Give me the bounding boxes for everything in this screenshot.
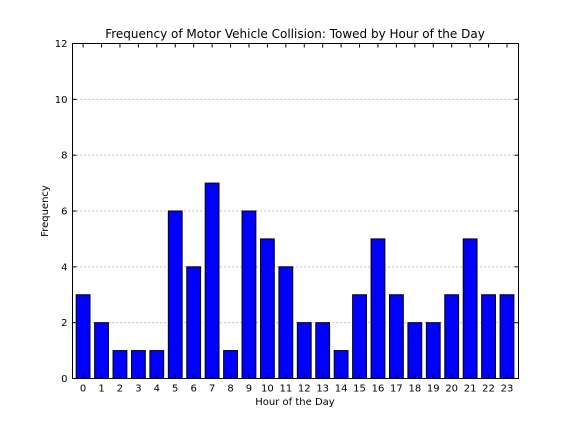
x-tick-label: 19 [427, 384, 440, 395]
bar-hour-6 [186, 266, 202, 380]
y-tick-label: 8 [61, 151, 67, 162]
x-tick-label: 10 [261, 384, 274, 395]
bar-hour-13 [315, 322, 331, 379]
x-tick-label: 15 [353, 384, 366, 395]
x-tick-label: 18 [408, 384, 421, 395]
x-tick-label: 14 [335, 384, 348, 395]
x-tick-label: 22 [482, 384, 495, 395]
bar-hour-15 [352, 294, 367, 379]
bars [75, 182, 515, 380]
bar-hour-17 [388, 294, 404, 379]
x-tick-label: 7 [209, 384, 215, 395]
x-tick-label: 6 [190, 384, 196, 395]
x-tick-label: 23 [501, 384, 514, 395]
y-axis-label: Frequency [40, 185, 51, 237]
x-tick-label: 8 [227, 384, 233, 395]
x-tick-label: 13 [316, 384, 329, 395]
y-tick-label: 2 [61, 318, 67, 329]
x-tick-label: 5 [172, 384, 178, 395]
y-tick-label: 6 [61, 207, 67, 218]
bar-hour-12 [296, 322, 312, 379]
y-tick-label: 12 [55, 39, 68, 50]
bar-hour-2 [112, 350, 128, 380]
y-tick-label: 10 [55, 95, 68, 106]
grid-lines [72, 98, 519, 324]
x-tick-label: 9 [246, 384, 252, 395]
bar-hour-7 [204, 182, 220, 379]
bar-hour-5 [167, 210, 183, 379]
y-tick-label: 0 [61, 374, 67, 385]
x-tick-label: 2 [117, 384, 123, 395]
bar-hour-11 [278, 266, 294, 380]
bar-hour-22 [481, 294, 496, 379]
bar-hour-8 [223, 350, 238, 380]
bar-hour-18 [407, 322, 423, 379]
bar-hour-10 [259, 238, 275, 379]
bar-hour-1 [94, 322, 109, 379]
bar-hour-3 [130, 350, 146, 380]
bar-hour-21 [462, 238, 478, 379]
x-tick-label: 0 [80, 384, 86, 395]
x-tick-label: 11 [279, 384, 292, 395]
bar-hour-19 [425, 322, 441, 379]
x-tick-label: 21 [464, 384, 477, 395]
bar-hour-4 [149, 350, 165, 380]
x-axis-ticks: 0 1 2 3 4 5 6 7 8 9 10 11 12 13 14 15 16 17 18 19 20 21 22 23 [80, 43, 514, 395]
bar-hour-0 [75, 294, 91, 379]
bar-hour-20 [444, 294, 460, 379]
y-tick-label: 4 [61, 262, 67, 273]
x-tick-label: 16 [372, 384, 385, 395]
x-axis-label: Hour of the Day [255, 397, 335, 408]
chart-title: Frequency of Motor Vehicle Collision: To… [105, 27, 485, 41]
bar-hour-23 [499, 294, 515, 379]
y-axis-ticks: 0 2 4 6 8 10 12 [55, 39, 519, 385]
x-tick-label: 17 [390, 384, 403, 395]
bar-hour-9 [241, 210, 257, 379]
x-tick-label: 4 [154, 384, 160, 395]
x-tick-label: 20 [445, 384, 458, 395]
bar-hour-14 [333, 350, 349, 380]
x-tick-label: 3 [135, 384, 141, 395]
bar-hour-16 [370, 238, 386, 379]
x-tick-label: 12 [298, 384, 311, 395]
x-tick-label: 1 [98, 384, 104, 395]
